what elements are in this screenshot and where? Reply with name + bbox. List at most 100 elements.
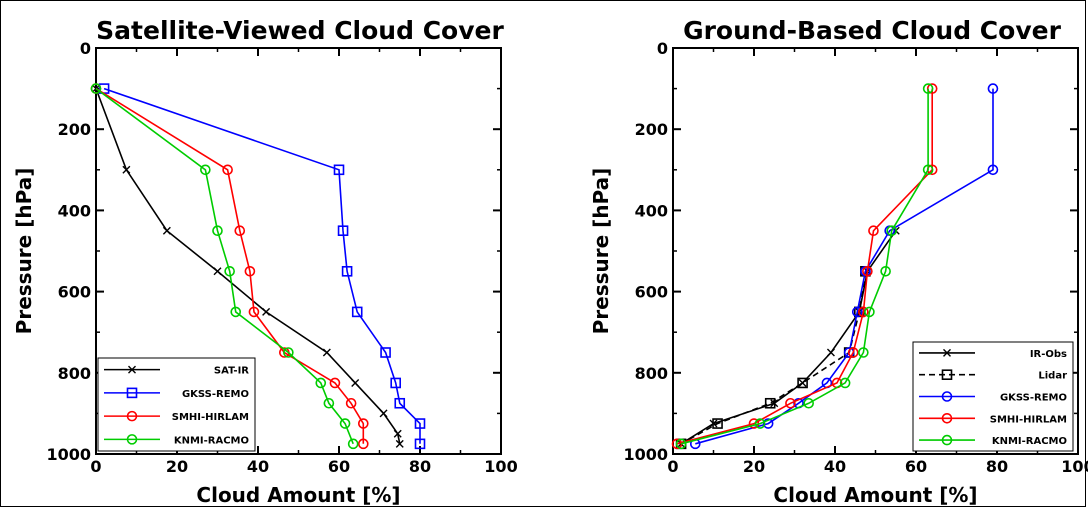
legend-label: KNMI-RACMO bbox=[992, 436, 1067, 447]
legend-marker bbox=[941, 412, 953, 424]
y-tick-label: 400 bbox=[58, 201, 91, 220]
data-point bbox=[762, 418, 774, 429]
series-4 bbox=[671, 83, 938, 450]
data-point bbox=[230, 306, 242, 318]
data-point bbox=[797, 377, 808, 389]
series-line bbox=[95, 87, 365, 444]
data-point bbox=[390, 377, 402, 389]
data-point bbox=[222, 164, 233, 176]
data-point bbox=[379, 409, 388, 418]
data-point bbox=[675, 438, 687, 450]
legend-marker bbox=[941, 369, 953, 381]
data-point bbox=[826, 348, 835, 357]
x-tick-label: 20 bbox=[743, 457, 765, 476]
y-tick-label: 200 bbox=[58, 120, 91, 139]
legend-marker bbox=[126, 434, 138, 445]
y-tick-label: 800 bbox=[635, 364, 668, 383]
data-point bbox=[880, 265, 891, 277]
data-point bbox=[393, 429, 402, 438]
y-tick-label: 600 bbox=[635, 283, 668, 302]
data-point bbox=[248, 306, 260, 318]
legend-label: SAT-IR bbox=[214, 366, 249, 377]
data-point bbox=[851, 306, 863, 318]
data-point bbox=[351, 306, 363, 318]
series-line bbox=[103, 87, 421, 444]
legend-label: KNMI-RACMO bbox=[174, 435, 249, 446]
x-tick-label: 100 bbox=[484, 457, 517, 476]
legend-marker bbox=[943, 348, 951, 357]
series-line bbox=[680, 88, 929, 445]
legend-label: IR-Obs bbox=[1030, 349, 1067, 360]
data-point bbox=[858, 347, 869, 358]
data-point bbox=[862, 265, 873, 277]
x-tick-label: 60 bbox=[328, 457, 350, 476]
data-point bbox=[337, 225, 349, 236]
data-point bbox=[987, 164, 999, 176]
data-point bbox=[323, 397, 335, 409]
series-line bbox=[676, 88, 934, 445]
x-tick-label: 0 bbox=[667, 457, 678, 476]
legend-label: SMHI-HIRLAM bbox=[990, 414, 1067, 425]
legend-box bbox=[912, 341, 1074, 452]
x-tick-label: 80 bbox=[986, 457, 1008, 476]
x-tick-label: 60 bbox=[905, 457, 927, 476]
chart-title: Satellite-Viewed Cloud Cover bbox=[96, 16, 504, 45]
data-point bbox=[414, 418, 426, 429]
data-point bbox=[162, 226, 171, 235]
y-axis-label: Pressure [hPa] bbox=[12, 168, 36, 335]
data-point bbox=[333, 164, 345, 176]
x-tick-label: 100 bbox=[1061, 457, 1088, 476]
data-point bbox=[90, 83, 102, 94]
data-point bbox=[803, 397, 814, 409]
data-point bbox=[847, 347, 859, 358]
data-point bbox=[213, 267, 222, 276]
data-point bbox=[922, 83, 934, 94]
y-tick-label: 600 bbox=[58, 283, 91, 302]
data-point bbox=[839, 377, 851, 389]
legend-box bbox=[97, 357, 256, 452]
series-4 bbox=[90, 83, 359, 450]
data-point bbox=[868, 225, 879, 236]
data-point bbox=[987, 83, 999, 94]
series-2 bbox=[98, 83, 426, 450]
chart-panel-1: Satellite-Viewed Cloud Cover 0 20 40 60 80 100… bbox=[12, 16, 518, 507]
series-5 bbox=[675, 83, 934, 450]
data-point bbox=[754, 418, 766, 429]
y-axis-label: Pressure [hPa] bbox=[589, 168, 613, 335]
data-point bbox=[122, 165, 131, 174]
data-point bbox=[244, 265, 256, 277]
data-point bbox=[395, 439, 404, 448]
y-tick-label: 0 bbox=[80, 39, 91, 58]
data-point bbox=[380, 347, 391, 358]
data-point bbox=[712, 418, 723, 429]
data-point bbox=[341, 265, 353, 277]
legend-label: SMHI-HIRLAM bbox=[172, 412, 249, 423]
x-tick-label: 0 bbox=[90, 457, 101, 476]
data-point bbox=[283, 347, 294, 358]
legend-label: GKSS-REMO bbox=[1000, 393, 1067, 404]
y-tick-label: 0 bbox=[657, 39, 668, 58]
x-tick-label: 20 bbox=[166, 457, 188, 476]
y-tick-label: 800 bbox=[58, 364, 91, 383]
data-point bbox=[315, 377, 327, 389]
data-point bbox=[357, 438, 369, 450]
x-tick-label: 40 bbox=[824, 457, 846, 476]
data-point bbox=[785, 397, 796, 409]
data-point bbox=[200, 164, 211, 176]
data-point bbox=[347, 438, 359, 450]
series-line bbox=[95, 88, 401, 444]
series-line bbox=[95, 87, 354, 445]
legend-marker bbox=[941, 434, 953, 446]
data-point bbox=[322, 348, 331, 357]
y-tick-label: 200 bbox=[635, 120, 668, 139]
y-tick-label: 1000 bbox=[46, 445, 91, 464]
data-point bbox=[234, 225, 246, 236]
x-axis-label: Cloud Amount [%] bbox=[773, 483, 977, 507]
legend: SAT-IR GKSS-REMO SMHI-HIRLAM KNMI-RACMO bbox=[97, 357, 256, 452]
data-point bbox=[357, 418, 369, 429]
data-point bbox=[329, 377, 341, 389]
data-point bbox=[394, 397, 406, 409]
chart-panel-2: Ground-Based Cloud Cover0204060801000200… bbox=[589, 16, 1088, 507]
